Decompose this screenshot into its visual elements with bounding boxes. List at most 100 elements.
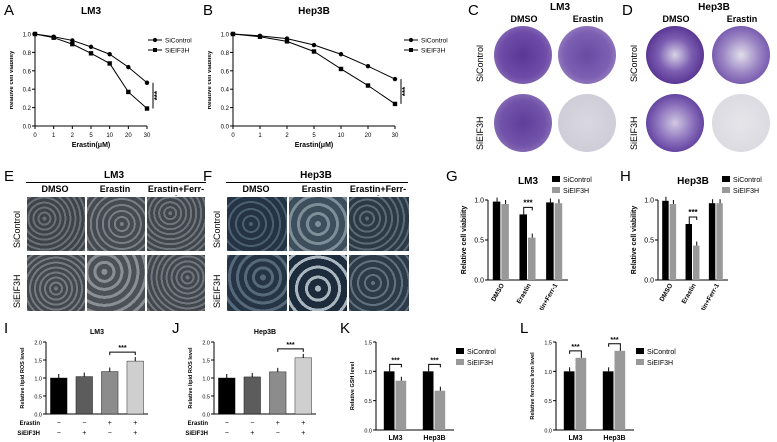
legend-swatch xyxy=(722,187,730,193)
x-tick-label: 10 xyxy=(338,133,345,139)
y-axis-label: Relative GSH level xyxy=(350,361,356,410)
y-tick-label: 1.0 xyxy=(474,198,484,205)
panel-letter-h: H xyxy=(620,168,631,185)
treatment-sign: − xyxy=(225,420,229,427)
data-point xyxy=(70,41,75,47)
x-tick-label: Erastin xyxy=(681,282,698,305)
y-tick-label: 1.0 xyxy=(644,198,654,205)
y-tick-label: 0.8 xyxy=(23,51,32,57)
chart-b-hep3b-viability: Hep3B 0.0 0.2 0.4 0.6 0.8 1.0 Relative cell via… xyxy=(208,6,448,149)
series-line-sicontrol xyxy=(34,33,148,84)
y-tick-label: 1.5 xyxy=(34,359,42,365)
micro-f-sieif3h-ferr1 xyxy=(348,254,410,312)
x-tick-label: 1 xyxy=(52,133,56,139)
legend-label: SiControl xyxy=(647,349,676,356)
bar xyxy=(101,371,119,415)
treatment-sign: − xyxy=(82,420,86,427)
dish-c-sieif3h-erastin xyxy=(558,94,616,152)
legend-swatch xyxy=(552,176,560,182)
x-axis-label: Erastin(μM) xyxy=(295,142,334,149)
panel-letter-a: A xyxy=(4,2,15,19)
chart-title: LM3 xyxy=(518,176,538,187)
dish-d-sicontrol-dmso xyxy=(646,26,704,84)
y-tick-label: 0.2 xyxy=(221,106,230,112)
micro-e-sicontrol-dmso xyxy=(26,196,86,252)
sig-bracket xyxy=(523,206,533,211)
x-tick-label: Erastin xyxy=(516,282,533,305)
chart-a-lm3-viability: LM3 0.0 0.2 0.4 0.6 0.8 1.0 Relative cell viabi… xyxy=(10,6,192,149)
legend-label: SiEIF3H xyxy=(647,360,673,367)
row-label-sieif3h: SiEIF3H xyxy=(185,431,208,437)
panel-letter-j: J xyxy=(172,320,180,337)
data-point xyxy=(257,34,263,39)
y-tick-label: 0.4 xyxy=(221,88,230,94)
row-label-sieif3h: SiEIF3H xyxy=(17,431,40,437)
panel-d-title: Hep3B xyxy=(698,2,730,13)
bar-sicontrol xyxy=(383,371,395,430)
micro-f-sieif3h-dmso xyxy=(226,254,288,312)
data-point xyxy=(311,42,317,48)
data-point xyxy=(126,89,131,95)
bar-sieif3h xyxy=(554,203,563,280)
y-tick-label: 0.6 xyxy=(221,69,230,75)
bar-sicontrol xyxy=(422,371,434,430)
data-point xyxy=(88,51,94,56)
legend-label: SiEIF3H xyxy=(165,48,190,55)
panel-e-micrographs-lm3: LM3 DMSO Erastin Erastin+Ferr-1 SiContro… xyxy=(10,168,206,316)
y-tick-label: 0.0 xyxy=(202,413,210,419)
bar-sieif3h xyxy=(693,245,700,280)
sig-marker: *** xyxy=(688,208,698,217)
data-point xyxy=(144,80,150,85)
y-tick-label: 0.5 xyxy=(644,238,654,245)
panel-c-col-dmso: DMSO xyxy=(510,14,538,24)
x-tick-label: 0 xyxy=(231,133,235,139)
x-tick-label: 20 xyxy=(125,133,132,139)
y-tick-label: 0.5 xyxy=(202,395,210,401)
data-point xyxy=(144,106,150,111)
panel-c-row-sieif3h: SiEIF3H xyxy=(475,116,485,150)
panel-letter-f: F xyxy=(203,168,213,185)
panel-c-colony-lm3: LM3 DMSO Erastin SiControl SiEIF3H xyxy=(470,0,620,165)
panel-f-row-sieif3h: SiEIF3H xyxy=(212,274,222,308)
panel-c-col-erastin: Erastin xyxy=(572,14,604,24)
y-tick-label: 0.0 xyxy=(474,278,484,285)
y-axis-label: Relative cell viability xyxy=(10,50,15,109)
panel-f-col-erastin: Erastin xyxy=(301,184,333,194)
legend-swatch xyxy=(456,359,464,365)
legend-swatch xyxy=(636,359,644,365)
legend-swatch xyxy=(552,187,560,193)
chart-title: Hep3B xyxy=(677,176,709,187)
sig-bracket xyxy=(109,351,136,356)
y-axis-label: Relative cell viability xyxy=(208,50,213,109)
data-point xyxy=(284,39,290,44)
x-tick-label: LM3 xyxy=(569,435,583,442)
y-axis-label: Relative lipid ROS level xyxy=(20,347,26,409)
bar-sieif3h xyxy=(501,204,509,280)
chart-j-hep3b-lipid-ros: Hep3B 0.0 0.5 1.0 1.5 2.0 Relative lipid ROS l… xyxy=(185,329,316,437)
y-tick-label: 0.0 xyxy=(364,429,372,435)
legend-label: SiControl xyxy=(421,38,448,45)
legend-swatch xyxy=(636,348,644,354)
sig-marker: *** xyxy=(401,86,410,96)
data-point xyxy=(70,38,75,43)
panel-f-micrographs-hep3b: Hep3B DMSO Erastin Erastin+Ferr-1 SiCont… xyxy=(210,168,410,316)
treatment-sign: + xyxy=(301,420,305,427)
panel-letter-c: C xyxy=(468,2,479,19)
y-tick-label: 0.0 xyxy=(34,413,42,419)
bar-sieif3h xyxy=(669,204,677,280)
micro-f-sieif3h-erastin xyxy=(288,254,348,312)
bar-sieif3h xyxy=(528,237,536,280)
legend-label: SiControl xyxy=(467,349,496,356)
treatment-sign: − xyxy=(57,430,61,437)
y-tick-label: 0.5 xyxy=(544,399,552,405)
data-point xyxy=(338,66,344,72)
x-tick-label: Hep3B xyxy=(423,435,445,442)
data-point xyxy=(392,76,398,82)
panel-c-row-sicontrol: SiControl xyxy=(475,44,485,82)
chart-title: Hep3B xyxy=(254,329,276,336)
y-tick-label: 0.5 xyxy=(474,238,484,245)
sig-marker: *** xyxy=(571,344,579,351)
y-tick-label: 0.0 xyxy=(644,278,654,285)
y-axis-label: Relative lipid ROS level xyxy=(188,347,194,409)
sig-marker: *** xyxy=(286,342,294,349)
